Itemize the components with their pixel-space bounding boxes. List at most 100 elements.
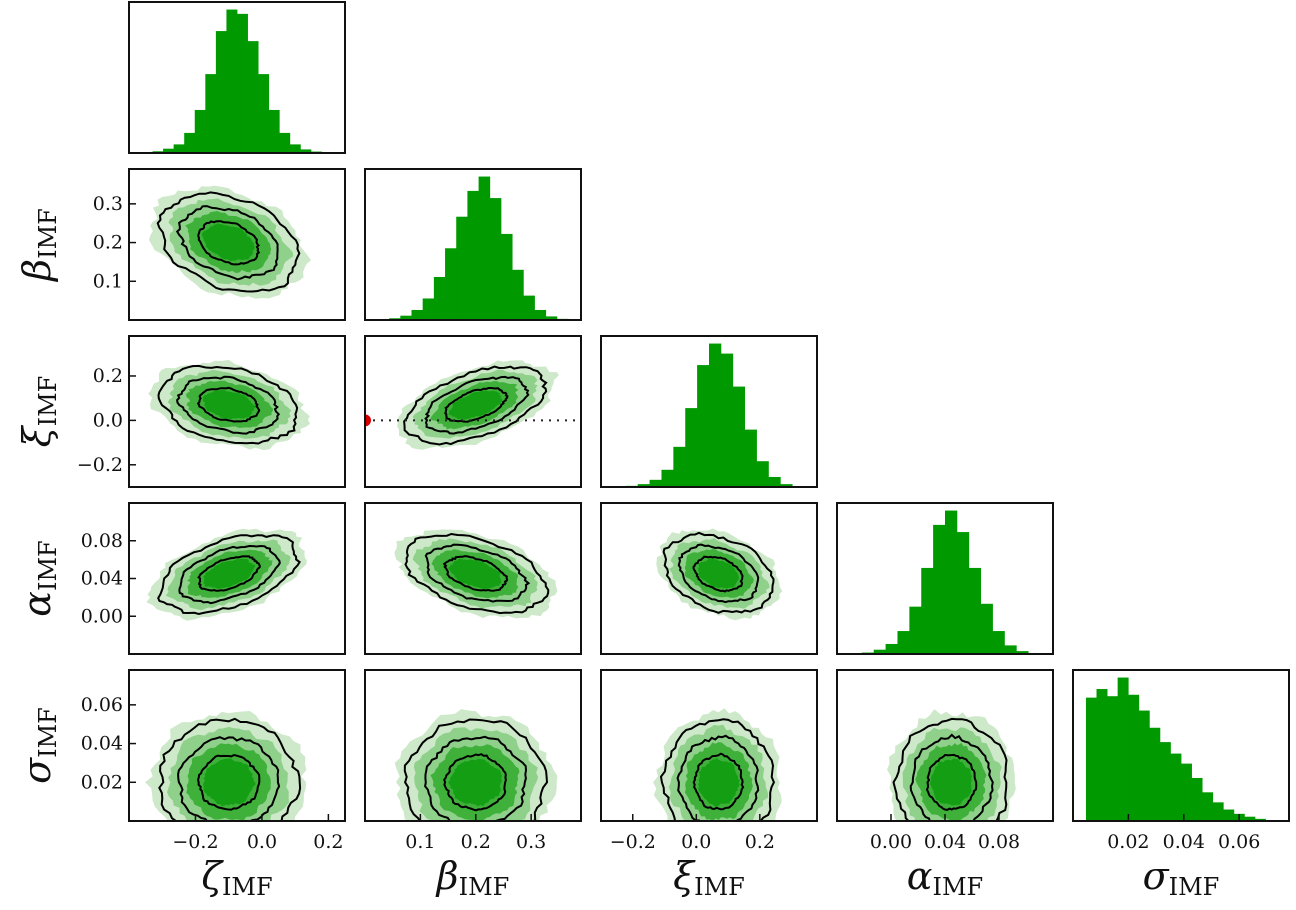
hist-bar-alpha-12 — [992, 631, 1005, 654]
hist-bar-alpha-10 — [968, 567, 982, 654]
hist-bar-beta-6 — [445, 248, 457, 320]
xtick-label-sigma-2: 0.06 — [1218, 831, 1260, 853]
density-beta-xi-frame — [364, 335, 582, 488]
hist-bar-zeta-15 — [300, 149, 312, 153]
hist-bar-beta-2 — [400, 315, 412, 320]
hist-bar-sigma-8 — [1170, 753, 1182, 821]
density-xi-alpha-contour-1 — [662, 531, 775, 614]
hist-bar-xi-12 — [756, 461, 769, 487]
density-zeta-beta-frame — [128, 168, 346, 321]
histogram-alpha-frame — [836, 502, 1054, 655]
xtick-label-zeta-1: 0.0 — [247, 831, 277, 853]
hist-bar-xi-3 — [649, 479, 662, 487]
hist-bar-beta-10 — [489, 198, 502, 320]
histogram-xi — [600, 335, 818, 488]
density-alpha-sigma-contour-1 — [892, 717, 1008, 821]
xlabel-zeta: ζIMF — [201, 854, 272, 901]
density-beta-sigma-contour-1 — [403, 718, 549, 821]
hist-bar-beta-4 — [422, 298, 435, 320]
density-beta-alpha-contour-2 — [424, 543, 531, 603]
density-zeta-sigma-frame — [128, 669, 346, 822]
ytick-label-sigma-2: 0.06 — [81, 694, 123, 716]
density-zeta-beta-contour-2 — [175, 205, 279, 281]
hist-bar-alpha-2 — [873, 649, 886, 654]
hist-bar-sigma-16 — [1254, 818, 1266, 821]
histogram-xi-frame — [600, 335, 818, 488]
hist-bar-zeta-2 — [163, 148, 175, 153]
density-alpha-sigma-contour-3 — [925, 753, 978, 811]
hist-bar-xi-13 — [768, 476, 781, 487]
density-alpha-sigma-contour-2 — [909, 733, 994, 821]
hist-bar-xi-10 — [732, 386, 746, 487]
hist-bar-xi-4 — [661, 469, 674, 487]
hist-bar-beta-14 — [534, 309, 547, 320]
xtick-label-beta-0: 0.1 — [405, 831, 435, 853]
xtick-label-zeta-2: 0.2 — [313, 831, 343, 853]
hist-bar-zeta-7 — [215, 31, 227, 154]
density-xi-sigma-frame — [600, 669, 818, 822]
density-xi-alpha-contour-2 — [677, 543, 760, 604]
hist-bar-zeta-10 — [247, 41, 259, 153]
xaxis-beta: 0.1 0.2 0.3 βIMF — [405, 814, 546, 901]
ytick-label-beta-2: 0.3 — [93, 193, 123, 215]
density-alpha-sigma — [836, 669, 1054, 822]
histogram-sigma-frame — [1072, 669, 1290, 822]
hist-bar-xi-9 — [720, 353, 734, 487]
density-beta-alpha-contour-1 — [404, 532, 550, 615]
hist-bar-alpha-13 — [1004, 645, 1017, 654]
density-beta-sigma-contour-3 — [443, 753, 507, 812]
density-zeta-alpha-level-4 — [203, 558, 256, 589]
ylabel-sigma: σIMF — [15, 707, 62, 784]
density-beta-sigma-contour-2 — [424, 735, 528, 821]
xtick-label-beta-2: 0.3 — [516, 831, 546, 853]
xtick-label-sigma-0: 0.02 — [1107, 831, 1149, 853]
ytick-label-sigma-1: 0.04 — [81, 733, 123, 755]
ytick-label-beta-1: 0.2 — [93, 232, 123, 254]
hist-bar-sigma-0 — [1085, 697, 1097, 821]
hist-bar-xi-5 — [673, 446, 686, 487]
hist-bar-sigma-6 — [1149, 727, 1161, 821]
ytick-label-xi-1: 0.0 — [93, 409, 123, 431]
density-zeta-xi-contour-1 — [157, 364, 299, 445]
hist-bar-alpha-11 — [980, 603, 993, 654]
density-xi-alpha-level-4 — [698, 558, 739, 589]
hist-bar-beta-3 — [411, 309, 424, 320]
density-xi-sigma-contour-1 — [659, 718, 775, 821]
density-alpha-sigma-level-4 — [929, 758, 972, 806]
density-xi-alpha-contour-3 — [692, 555, 744, 593]
hist-bar-sigma-11 — [1202, 792, 1214, 821]
hist-bar-sigma-5 — [1138, 710, 1150, 821]
hist-bar-zeta-9 — [237, 13, 248, 153]
reference-point — [365, 414, 371, 427]
histogram-beta — [364, 168, 582, 321]
density-beta-sigma-level-4 — [448, 758, 503, 807]
hist-bar-beta-15 — [545, 316, 558, 320]
ylabel-beta: βIMF — [15, 208, 62, 283]
hist-bar-xi-2 — [637, 484, 650, 487]
hist-bar-zeta-4 — [184, 132, 196, 153]
hist-bar-beta-5 — [433, 276, 446, 320]
ylabel-alpha: αIMF — [15, 540, 62, 616]
density-beta-xi-contour-1 — [403, 365, 548, 446]
hist-bar-alpha-8 — [945, 510, 958, 654]
ytick-label-xi-0: −0.2 — [77, 454, 123, 476]
density-beta-sigma-frame — [364, 669, 582, 822]
density-zeta-beta-contour-3 — [197, 220, 261, 266]
hist-bar-zeta-6 — [205, 74, 217, 153]
hist-bar-xi-8 — [709, 343, 722, 487]
density-zeta-beta: 0.1 0.2 0.3 — [93, 168, 346, 321]
density-zeta-xi-contour-2 — [176, 375, 281, 435]
hist-bar-beta-11 — [500, 233, 513, 320]
ytick-label-sigma-0: 0.02 — [81, 771, 123, 793]
xlabel-sigma: σIMF — [1143, 854, 1220, 901]
hist-bar-beta-13 — [523, 295, 535, 320]
xtick-label-zeta-0: −0.2 — [172, 831, 218, 853]
density-zeta-sigma-contour-1 — [158, 717, 302, 821]
ytick-label-xi-2: 0.2 — [93, 365, 123, 387]
hist-bar-zeta-8 — [226, 9, 238, 153]
hist-bar-sigma-12 — [1212, 802, 1224, 821]
xtick-label-beta-1: 0.2 — [461, 831, 491, 853]
